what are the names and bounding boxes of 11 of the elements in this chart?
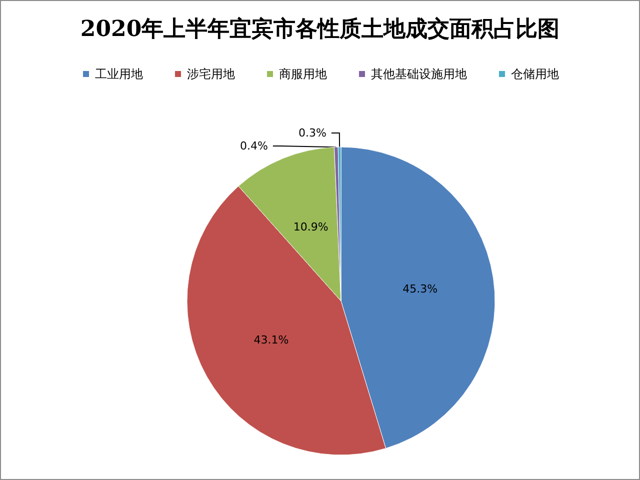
- data-label: 0.4%: [240, 140, 268, 153]
- data-label: 10.9%: [293, 220, 328, 234]
- legend-label: 仓储用地: [511, 67, 559, 81]
- legend-label: 涉宅用地: [187, 67, 235, 81]
- legend-label: 商服用地: [279, 67, 327, 81]
- legend-label: 工业用地: [95, 67, 143, 81]
- data-label: 0.3%: [298, 126, 326, 140]
- data-label: 43.1%: [254, 334, 289, 347]
- data-label: 45.3%: [402, 282, 438, 296]
- chart-title: 2020年上半年宜宾市各性质土地成交面积占比图: [80, 16, 560, 42]
- legend-label: 其他基础设施用地: [371, 67, 467, 81]
